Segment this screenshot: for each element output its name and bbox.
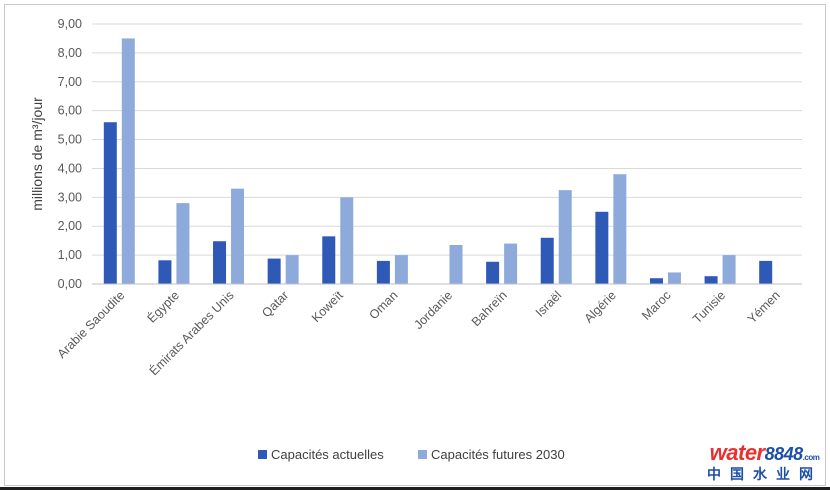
watermark-word: water [709,440,765,465]
x-tick-label: Maroc [639,288,673,322]
y-axis-label: millions de m³/jour [29,97,45,211]
x-tick-label: Bahreïn [469,288,510,329]
x-tick-label: Algérie [582,288,619,325]
bar-futures [285,255,299,284]
y-tick-label: 2,00 [58,219,82,233]
bar-futures [394,255,408,284]
y-tick-label: 1,00 [58,248,82,262]
y-tick-label: 3,00 [58,190,82,204]
x-tick-label: Égypte [144,287,182,325]
bar-futures [449,245,463,284]
y-axis-ticks: 0,00 1,00 2,00 3,00 4,00 5,00 6,00 7,00 8,00 9,00 [58,17,82,291]
watermark-suffix: .com [802,453,820,462]
bar-actuelles [376,260,390,284]
bar-futures [231,188,245,284]
gridlines [92,23,802,256]
watermark-subtitle: 中国水业网 [707,467,822,483]
bar-futures [176,203,190,284]
watermark-number: 8848 [764,444,804,464]
x-tick-label: Oman [367,288,401,322]
legend: Capacités actuelles Capacités futures 203… [258,447,565,462]
x-tick-label: Arabie Saoudite [55,288,128,361]
x-tick-label: Yémen [745,288,783,326]
bar-actuelles [322,236,336,284]
y-tick-label: 5,00 [58,133,82,147]
y-tick-label: 0,00 [58,277,82,291]
bar-actuelles [759,260,773,284]
x-tick-label: Israël [533,288,565,320]
bar-actuelles [704,276,718,284]
chart-frame [4,4,826,486]
bar-futures [504,243,518,284]
bar-actuelles [540,237,554,284]
bar-futures [667,272,681,284]
bar-futures [121,38,135,284]
y-tick-label: 4,00 [58,161,82,175]
y-tick-label: 8,00 [58,46,82,60]
y-tick-label: 6,00 [58,104,82,118]
y-tick-label: 9,00 [58,17,82,31]
bar-futures [722,255,736,284]
legend-label: Capacités futures 2030 [431,447,565,462]
x-tick-label: Jordanie [411,288,455,332]
bar-futures [340,197,354,284]
x-tick-label: Qatar [259,288,291,320]
y-tick-label: 7,00 [58,75,82,89]
bar-actuelles [486,261,500,284]
watermark-logo: water8848.com 中国水业网 [707,440,822,484]
x-tick-label: Koweït [309,288,346,325]
bar-futures [558,190,572,284]
bar-actuelles [103,122,117,284]
bottom-border [0,487,830,490]
bar-actuelles [158,260,172,284]
bar-actuelles [595,211,609,284]
bar-actuelles [649,278,663,284]
legend-swatch [258,450,267,459]
bar-futures [613,174,627,284]
legend-swatch [418,450,427,459]
bar-actuelles [213,241,227,284]
legend-label: Capacités actuelles [271,447,384,462]
bar-actuelles [267,258,281,284]
bars [103,38,773,284]
watermark-brand: water8848.com [707,440,822,466]
x-tick-label: Tunisie [690,288,728,326]
